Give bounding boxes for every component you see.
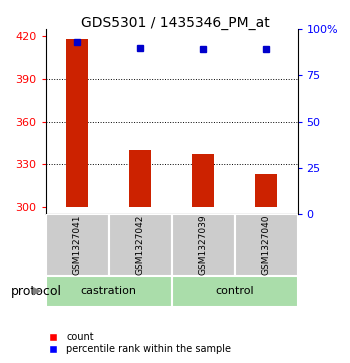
Legend: count, percentile rank within the sample: count, percentile rank within the sample [40,329,235,358]
Bar [172,214,234,276]
Bar [46,276,172,307]
Text: control: control [215,286,254,296]
Bar [46,214,108,276]
Text: protocol: protocol [10,285,62,298]
Bar [66,39,88,207]
Bar [234,214,298,276]
Bar [255,174,277,207]
Text: GSM1327040: GSM1327040 [261,215,271,275]
Text: castration: castration [80,286,136,296]
Text: GDS5301 / 1435346_PM_at: GDS5301 / 1435346_PM_at [80,16,270,30]
Bar [172,276,298,307]
Text: GSM1327039: GSM1327039 [198,215,208,276]
Bar [129,150,151,207]
Text: ▶: ▶ [33,286,41,296]
Bar [108,214,172,276]
Text: GSM1327042: GSM1327042 [135,215,145,275]
Text: GSM1327041: GSM1327041 [72,215,82,275]
Bar [192,154,214,207]
